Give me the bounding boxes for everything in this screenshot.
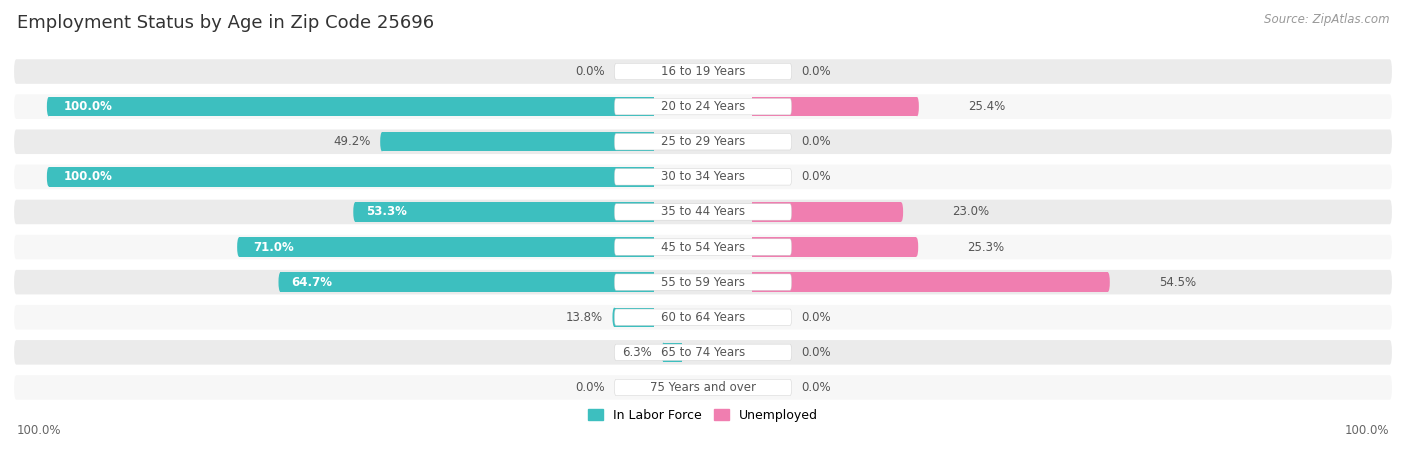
FancyBboxPatch shape [614, 99, 792, 115]
Text: 0.0%: 0.0% [575, 381, 605, 394]
Circle shape [278, 273, 283, 292]
FancyBboxPatch shape [14, 130, 1392, 154]
Text: 13.8%: 13.8% [565, 311, 603, 324]
Bar [356, 202, 654, 221]
Text: 100.0%: 100.0% [1344, 423, 1389, 436]
FancyBboxPatch shape [14, 59, 1392, 84]
Text: 100.0%: 100.0% [63, 171, 112, 183]
Text: Employment Status by Age in Zip Code 25696: Employment Status by Age in Zip Code 256… [17, 14, 434, 32]
Text: 0.0%: 0.0% [801, 311, 831, 324]
FancyBboxPatch shape [14, 235, 1392, 259]
Text: 53.3%: 53.3% [367, 206, 408, 218]
Circle shape [900, 202, 903, 221]
Bar [652, 132, 654, 151]
Bar [652, 97, 654, 116]
Bar [382, 132, 654, 151]
Bar [664, 343, 682, 362]
Text: 0.0%: 0.0% [801, 381, 831, 394]
FancyBboxPatch shape [14, 305, 1392, 329]
Text: 25.4%: 25.4% [969, 100, 1005, 113]
FancyBboxPatch shape [614, 274, 792, 290]
Legend: In Labor Force, Unemployed: In Labor Force, Unemployed [583, 404, 823, 427]
FancyBboxPatch shape [14, 165, 1392, 189]
Text: 60 to 64 Years: 60 to 64 Years [661, 311, 745, 324]
FancyBboxPatch shape [614, 169, 792, 185]
FancyBboxPatch shape [614, 309, 792, 325]
Bar [752, 273, 754, 292]
Text: 0.0%: 0.0% [801, 65, 831, 78]
Text: 0.0%: 0.0% [575, 65, 605, 78]
Circle shape [380, 132, 384, 151]
Circle shape [915, 97, 920, 116]
FancyBboxPatch shape [14, 200, 1392, 224]
Bar [752, 202, 901, 221]
Bar [239, 238, 654, 256]
Circle shape [1107, 273, 1109, 292]
Text: 71.0%: 71.0% [253, 241, 294, 253]
Bar [752, 202, 754, 221]
FancyBboxPatch shape [14, 270, 1392, 294]
Circle shape [613, 308, 616, 327]
Circle shape [662, 343, 665, 362]
Bar [652, 167, 654, 186]
Text: 25 to 29 Years: 25 to 29 Years [661, 135, 745, 148]
Circle shape [46, 167, 51, 186]
Text: 0.0%: 0.0% [801, 346, 831, 359]
FancyBboxPatch shape [614, 134, 792, 150]
Text: 55 to 59 Years: 55 to 59 Years [661, 276, 745, 288]
Circle shape [915, 238, 918, 256]
FancyBboxPatch shape [14, 340, 1392, 364]
Bar [752, 97, 917, 116]
Text: 30 to 34 Years: 30 to 34 Years [661, 171, 745, 183]
FancyBboxPatch shape [614, 379, 792, 396]
Text: 54.5%: 54.5% [1159, 276, 1197, 288]
Text: 100.0%: 100.0% [17, 423, 62, 436]
Text: 45 to 54 Years: 45 to 54 Years [661, 241, 745, 253]
Bar [752, 238, 917, 256]
Bar [49, 97, 654, 116]
Text: 6.3%: 6.3% [621, 346, 652, 359]
FancyBboxPatch shape [14, 375, 1392, 400]
FancyBboxPatch shape [614, 344, 792, 360]
Bar [652, 273, 654, 292]
Text: 64.7%: 64.7% [291, 276, 333, 288]
Circle shape [353, 202, 357, 221]
Text: 0.0%: 0.0% [801, 135, 831, 148]
Text: 16 to 19 Years: 16 to 19 Years [661, 65, 745, 78]
Bar [752, 273, 1108, 292]
FancyBboxPatch shape [614, 204, 792, 220]
Text: 35 to 44 Years: 35 to 44 Years [661, 206, 745, 218]
FancyBboxPatch shape [614, 239, 792, 255]
Bar [652, 308, 654, 327]
Text: 65 to 74 Years: 65 to 74 Years [661, 346, 745, 359]
Text: 25.3%: 25.3% [967, 241, 1004, 253]
Text: 23.0%: 23.0% [952, 206, 990, 218]
Text: 0.0%: 0.0% [801, 171, 831, 183]
Text: 75 Years and over: 75 Years and over [650, 381, 756, 394]
Bar [681, 343, 682, 362]
FancyBboxPatch shape [614, 63, 792, 80]
Text: 20 to 24 Years: 20 to 24 Years [661, 100, 745, 113]
Bar [752, 238, 754, 256]
Bar [652, 202, 654, 221]
Text: Source: ZipAtlas.com: Source: ZipAtlas.com [1264, 14, 1389, 27]
Bar [614, 308, 654, 327]
Bar [280, 273, 654, 292]
Text: 100.0%: 100.0% [63, 100, 112, 113]
Circle shape [238, 238, 240, 256]
FancyBboxPatch shape [14, 94, 1392, 119]
Bar [49, 167, 654, 186]
Text: 49.2%: 49.2% [333, 135, 370, 148]
Circle shape [46, 97, 51, 116]
Bar [652, 238, 654, 256]
Bar [752, 97, 754, 116]
